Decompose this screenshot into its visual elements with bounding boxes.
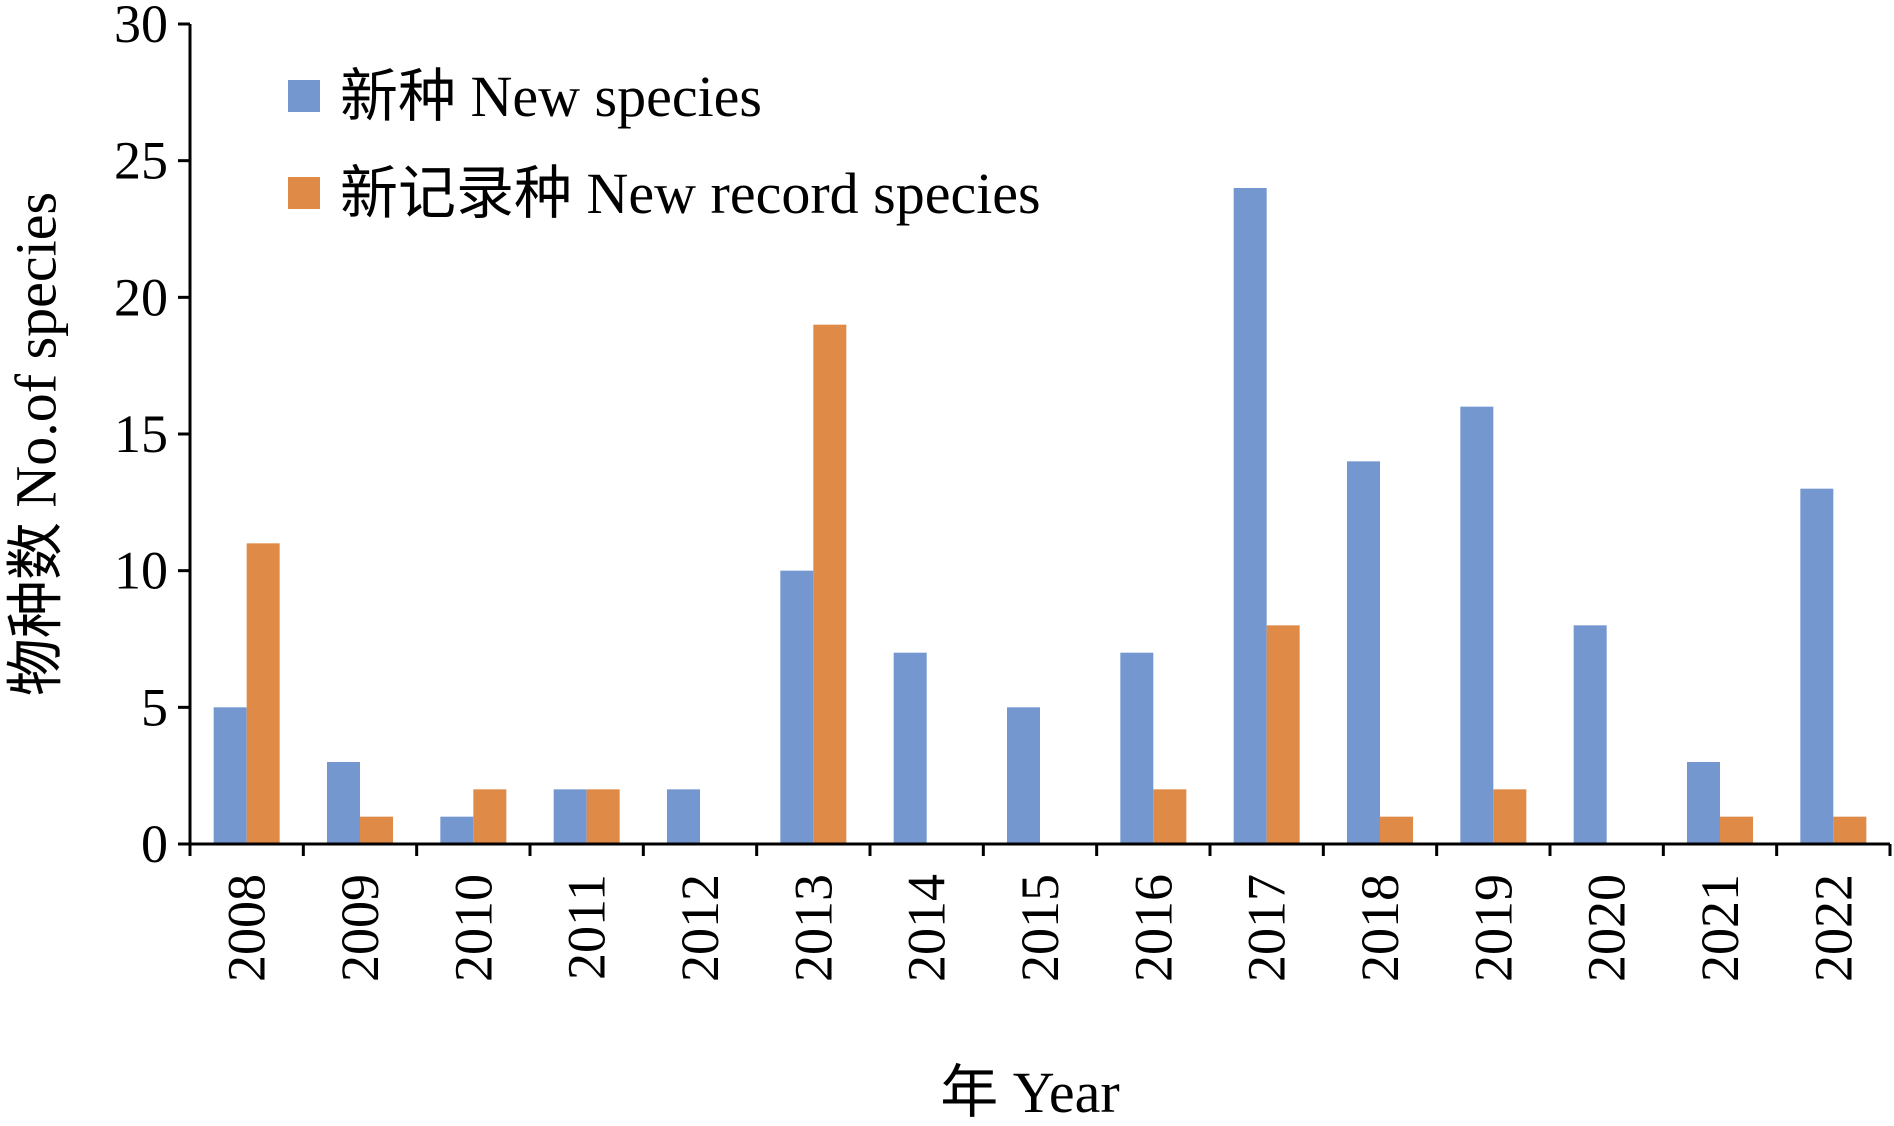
x-tick-label: 2011 (557, 874, 617, 980)
bar-new-record-species (1833, 816, 1867, 844)
bar-new-species (553, 789, 587, 844)
bar-new-species (1573, 625, 1607, 844)
legend-label-new-record-species: 新记录种 New record species (340, 161, 1041, 226)
x-ticks: 2008 2009 2010 2011 2012 2013 2014 2015 2016 2017… (188, 844, 1892, 982)
y-tick-label: 20 (114, 267, 168, 327)
bar-new-record-species (813, 324, 847, 845)
x-tick-label: 2013 (783, 874, 843, 982)
bar-new-record-species (1266, 625, 1300, 844)
bar-new-record-species (1493, 789, 1527, 844)
y-tick-label: 5 (141, 677, 168, 737)
bar-new-record-species (1720, 816, 1753, 844)
x-tick-label: 2014 (897, 874, 957, 982)
x-tick-label: 2010 (443, 874, 503, 982)
x-tick-label: 2018 (1350, 874, 1410, 982)
bar-new-record-species (586, 789, 620, 844)
legend-label-new-species: 新种 New species (340, 64, 762, 129)
x-tick-label: 2012 (670, 874, 730, 982)
bar-new-species (213, 707, 247, 844)
bar-new-species (1800, 488, 1834, 844)
bar-new-record-species (246, 543, 280, 844)
bar-new-record-species (360, 816, 393, 844)
y-tick-label: 10 (114, 541, 168, 601)
x-tick-label: 2016 (1123, 874, 1183, 982)
bar-new-species (327, 762, 360, 844)
bar-new-species (780, 570, 814, 844)
x-tick-label: 2017 (1237, 874, 1297, 982)
legend-swatch-new-record-species (288, 177, 320, 209)
legend: 新种 New species 新记录种 New record species (288, 64, 1041, 226)
bar-new-species (1007, 707, 1040, 844)
bar-new-species (667, 789, 700, 844)
x-tick-label: 2009 (330, 874, 390, 982)
y-axis-title: 物种数 No.of species (4, 192, 69, 696)
bar-new-record-species (473, 789, 507, 844)
y-tick-label: 25 (114, 131, 168, 191)
bar-new-record-species (1153, 789, 1187, 844)
bar-new-species (1687, 762, 1720, 844)
y-ticks: 0 5 10 15 20 25 30 (114, 0, 190, 874)
y-tick-label: 0 (141, 814, 168, 874)
x-tick-label: 2015 (1010, 874, 1070, 982)
bar-new-species (1460, 406, 1494, 844)
x-tick-label: 2019 (1463, 874, 1523, 982)
x-tick-label: 2008 (217, 874, 277, 982)
bar-new-record-species (1380, 816, 1413, 844)
bar-new-species (440, 816, 474, 844)
bar-new-species (1347, 461, 1380, 844)
legend-swatch-new-species (288, 80, 320, 112)
bar-new-species (1120, 652, 1154, 844)
x-tick-label: 2021 (1690, 874, 1750, 982)
bars-layer (213, 188, 1867, 845)
x-axis-title: 年 Year (940, 1060, 1119, 1125)
y-tick-label: 15 (114, 404, 168, 464)
bar-new-species (1233, 188, 1267, 844)
bar-new-species (893, 652, 927, 844)
x-tick-label: 2022 (1803, 874, 1863, 982)
y-tick-label: 30 (114, 0, 168, 54)
x-tick-label: 2020 (1577, 874, 1637, 982)
